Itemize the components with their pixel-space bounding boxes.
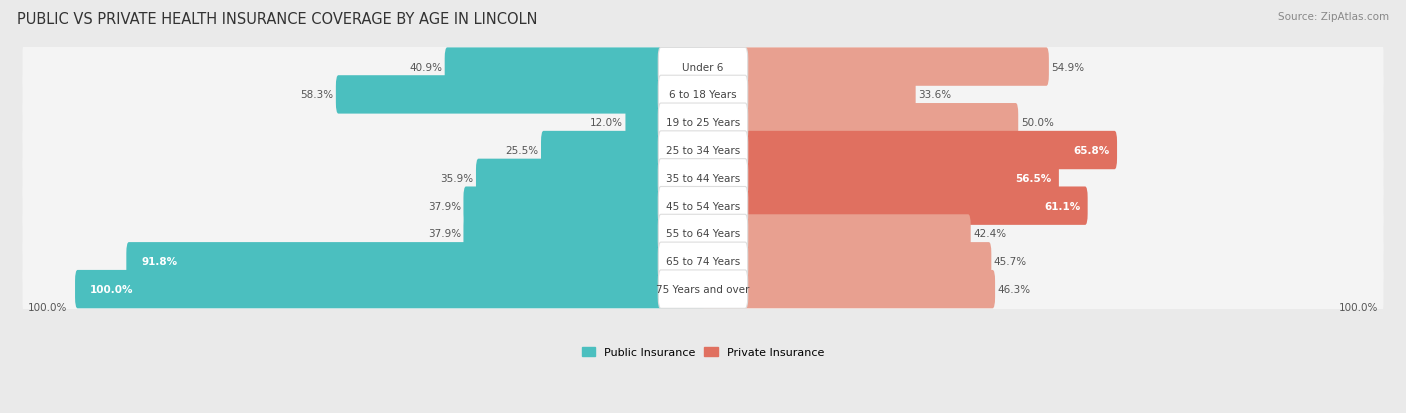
FancyBboxPatch shape bbox=[658, 215, 748, 253]
FancyBboxPatch shape bbox=[477, 159, 706, 197]
Text: 55 to 64 Years: 55 to 64 Years bbox=[666, 229, 740, 239]
Text: Source: ZipAtlas.com: Source: ZipAtlas.com bbox=[1278, 12, 1389, 22]
FancyBboxPatch shape bbox=[22, 34, 1384, 100]
Text: 100.0%: 100.0% bbox=[1339, 302, 1378, 313]
Text: 50.0%: 50.0% bbox=[1021, 118, 1053, 128]
Text: 56.5%: 56.5% bbox=[1015, 173, 1052, 183]
Text: 45 to 54 Years: 45 to 54 Years bbox=[666, 201, 740, 211]
FancyBboxPatch shape bbox=[700, 104, 1018, 142]
Legend: Public Insurance, Private Insurance: Public Insurance, Private Insurance bbox=[579, 344, 827, 361]
FancyBboxPatch shape bbox=[700, 76, 915, 114]
FancyBboxPatch shape bbox=[658, 270, 748, 309]
FancyBboxPatch shape bbox=[22, 145, 1384, 211]
FancyBboxPatch shape bbox=[22, 229, 1384, 295]
FancyBboxPatch shape bbox=[22, 118, 1384, 184]
FancyBboxPatch shape bbox=[22, 201, 1384, 267]
Text: 45.7%: 45.7% bbox=[994, 256, 1026, 267]
Text: 37.9%: 37.9% bbox=[427, 201, 461, 211]
FancyBboxPatch shape bbox=[700, 48, 1049, 87]
FancyBboxPatch shape bbox=[658, 242, 748, 281]
FancyBboxPatch shape bbox=[658, 159, 748, 197]
FancyBboxPatch shape bbox=[336, 76, 706, 114]
Text: 37.9%: 37.9% bbox=[427, 229, 461, 239]
FancyBboxPatch shape bbox=[127, 242, 706, 281]
Text: 100.0%: 100.0% bbox=[90, 285, 134, 294]
Text: 40.9%: 40.9% bbox=[409, 62, 441, 72]
Text: 65.8%: 65.8% bbox=[1073, 146, 1109, 156]
FancyBboxPatch shape bbox=[700, 131, 1116, 170]
Text: 65 to 74 Years: 65 to 74 Years bbox=[666, 256, 740, 267]
FancyBboxPatch shape bbox=[700, 270, 995, 309]
Text: 19 to 25 Years: 19 to 25 Years bbox=[666, 118, 740, 128]
FancyBboxPatch shape bbox=[658, 104, 748, 142]
Text: 35 to 44 Years: 35 to 44 Years bbox=[666, 173, 740, 183]
FancyBboxPatch shape bbox=[700, 159, 1059, 197]
FancyBboxPatch shape bbox=[700, 187, 1088, 225]
Text: 75 Years and over: 75 Years and over bbox=[657, 285, 749, 294]
Text: 58.3%: 58.3% bbox=[301, 90, 333, 100]
Text: 54.9%: 54.9% bbox=[1052, 62, 1084, 72]
FancyBboxPatch shape bbox=[464, 187, 706, 225]
Text: 25 to 34 Years: 25 to 34 Years bbox=[666, 146, 740, 156]
Text: 33.6%: 33.6% bbox=[918, 90, 952, 100]
FancyBboxPatch shape bbox=[75, 270, 706, 309]
FancyBboxPatch shape bbox=[22, 173, 1384, 239]
Text: 35.9%: 35.9% bbox=[440, 173, 474, 183]
FancyBboxPatch shape bbox=[464, 215, 706, 253]
FancyBboxPatch shape bbox=[541, 131, 706, 170]
Text: 42.4%: 42.4% bbox=[973, 229, 1007, 239]
FancyBboxPatch shape bbox=[658, 48, 748, 87]
Text: 25.5%: 25.5% bbox=[505, 146, 538, 156]
Text: 91.8%: 91.8% bbox=[142, 256, 177, 267]
FancyBboxPatch shape bbox=[444, 48, 706, 87]
FancyBboxPatch shape bbox=[700, 215, 970, 253]
Text: 6 to 18 Years: 6 to 18 Years bbox=[669, 90, 737, 100]
Text: 61.1%: 61.1% bbox=[1043, 201, 1080, 211]
FancyBboxPatch shape bbox=[658, 187, 748, 225]
Text: Under 6: Under 6 bbox=[682, 62, 724, 72]
Text: 12.0%: 12.0% bbox=[591, 118, 623, 128]
FancyBboxPatch shape bbox=[658, 76, 748, 114]
FancyBboxPatch shape bbox=[22, 90, 1384, 156]
FancyBboxPatch shape bbox=[626, 104, 706, 142]
FancyBboxPatch shape bbox=[700, 242, 991, 281]
Text: PUBLIC VS PRIVATE HEALTH INSURANCE COVERAGE BY AGE IN LINCOLN: PUBLIC VS PRIVATE HEALTH INSURANCE COVER… bbox=[17, 12, 537, 27]
FancyBboxPatch shape bbox=[22, 256, 1384, 323]
FancyBboxPatch shape bbox=[658, 131, 748, 170]
Text: 46.3%: 46.3% bbox=[998, 285, 1031, 294]
Text: 100.0%: 100.0% bbox=[28, 302, 67, 313]
FancyBboxPatch shape bbox=[22, 62, 1384, 128]
